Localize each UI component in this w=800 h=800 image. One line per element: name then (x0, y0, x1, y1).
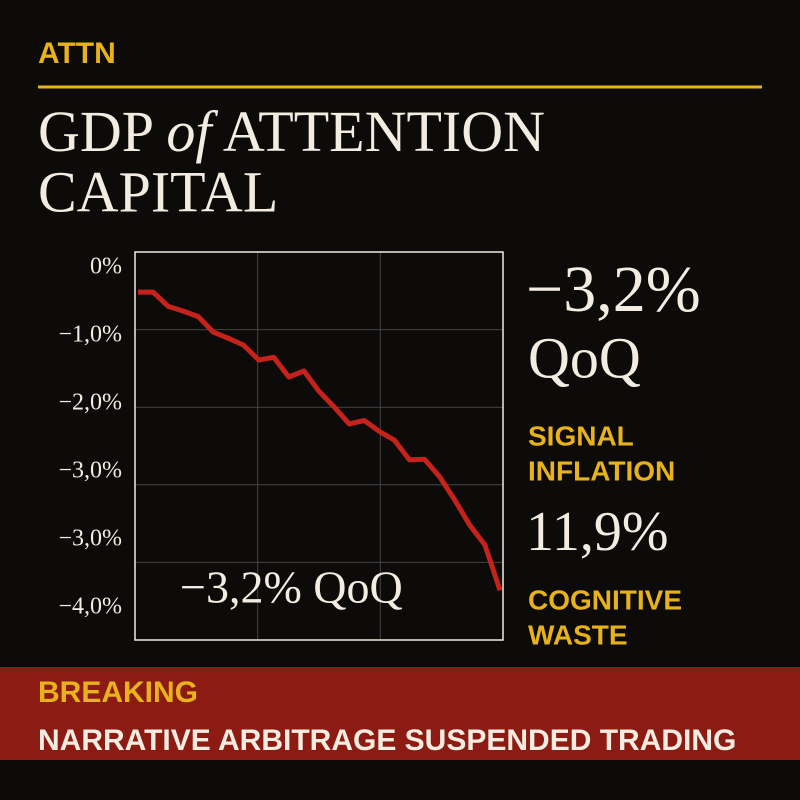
banner-kicker: BREAKING (38, 676, 198, 709)
chart: 0% −1,0% −2,0% −3,0% −3,0% −4,0% −3,2% QoQ (58, 251, 504, 641)
annotation: −3,2% QoQ (180, 562, 403, 613)
banner-headline: NARRATIVE ARBITRAGE SUSPENDED TRADING (38, 724, 736, 757)
y-tick-label: −2,0% (58, 390, 122, 416)
title-line: GDP of ATTENTION (38, 99, 545, 164)
title-word: GDP (38, 99, 152, 164)
y-tick-label: 0% (90, 254, 122, 280)
stat-unit: QoQ (528, 325, 641, 390)
stat-label: COGNITIVE (528, 584, 682, 615)
y-tick-label: −4,0% (58, 594, 122, 620)
stat-label: WASTE (528, 619, 628, 650)
y-tick-label: −1,0% (58, 322, 122, 348)
stat-label: INFLATION (528, 455, 675, 486)
title-word: of (166, 99, 218, 164)
kicker-label: ATTN (38, 37, 116, 70)
y-tick-label: −3,0% (58, 458, 122, 484)
title-word: ATTENTION (223, 99, 545, 164)
stat-value: 11,9% (526, 501, 669, 563)
plot-frame (134, 251, 504, 641)
data-line (138, 289, 503, 592)
stat-value: −3,2% (526, 253, 701, 326)
y-tick-label: −3,0% (58, 526, 122, 552)
banner (0, 667, 800, 760)
stat-label: SIGNAL (528, 420, 634, 451)
title-line: CAPITAL (38, 159, 278, 224)
